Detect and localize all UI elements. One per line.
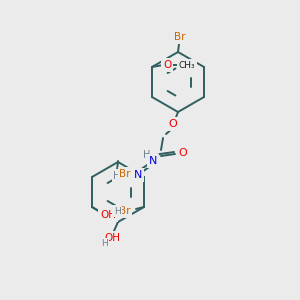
Text: N: N xyxy=(149,156,157,166)
Text: H: H xyxy=(113,171,121,181)
Text: O: O xyxy=(163,60,171,70)
Text: H: H xyxy=(100,239,107,248)
Text: H: H xyxy=(114,206,120,215)
Text: CH₃: CH₃ xyxy=(179,61,195,70)
Text: H: H xyxy=(143,150,151,160)
Text: O: O xyxy=(169,119,177,129)
Text: Br: Br xyxy=(119,206,131,216)
Text: OH: OH xyxy=(104,233,120,243)
Text: Br: Br xyxy=(119,169,131,179)
Text: Br: Br xyxy=(174,32,186,42)
Text: OH: OH xyxy=(100,210,116,220)
Text: O: O xyxy=(178,148,188,158)
Text: N: N xyxy=(134,170,142,180)
